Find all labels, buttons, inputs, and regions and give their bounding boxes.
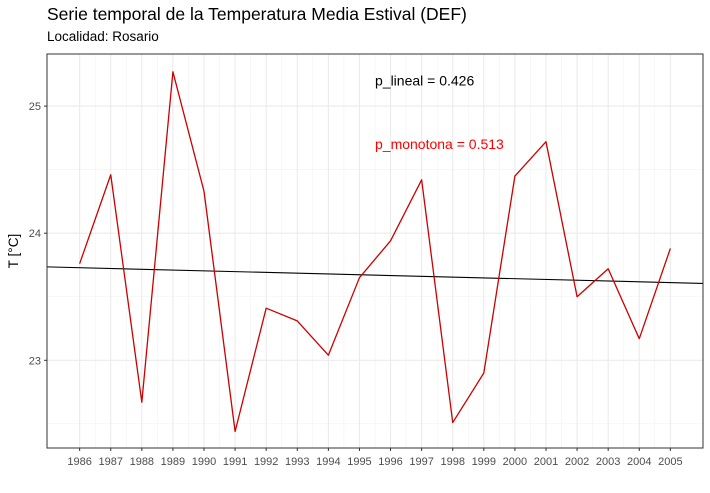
- x-tick-label: 1993: [285, 456, 309, 468]
- y-tick-label: 23: [29, 355, 41, 367]
- x-tick-label: 2004: [627, 456, 651, 468]
- minor-grid: [47, 54, 703, 448]
- x-tick-label: 2002: [565, 456, 589, 468]
- y-tick-label: 24: [29, 228, 41, 240]
- x-tick-label: 1991: [223, 456, 247, 468]
- series-layer: [79, 71, 671, 433]
- trend-line: [46, 266, 704, 284]
- x-tick-label: 1992: [254, 456, 278, 468]
- axis-layer: 23 24 25 1986 1987 1988 1989 1990 1991 1992 1993 19…: [29, 101, 683, 468]
- annotation-label: p_lineal = 0.426: [375, 73, 474, 89]
- x-tick-label: 1996: [378, 456, 402, 468]
- x-tick-label: 2001: [534, 456, 558, 468]
- x-tick-label: 1999: [472, 456, 496, 468]
- chart-title: Serie temporal de la Temperatura Media E…: [47, 4, 467, 24]
- annotation-label: p_monotona = 0.513: [375, 136, 504, 152]
- x-tick-label: 2005: [658, 456, 682, 468]
- x-tick-label: 1987: [98, 456, 122, 468]
- x-tick-label: 2000: [503, 456, 527, 468]
- major-grid: [47, 54, 703, 448]
- x-tick-label: 1994: [316, 456, 340, 468]
- x-tick-label: 2003: [596, 456, 620, 468]
- x-tick-label: 1997: [409, 456, 433, 468]
- x-tick-label: 1990: [192, 456, 216, 468]
- y-tick-label: 25: [29, 101, 41, 113]
- panel-border: [46, 53, 704, 449]
- annotation-layer: p_lineal = 0.426 p_monotona = 0.513: [375, 73, 504, 153]
- chart-subtitle: Localidad: Rosario: [47, 29, 159, 44]
- x-tick-label: 1989: [161, 456, 185, 468]
- y-axis-label: T [°C]: [6, 234, 21, 268]
- trend-layer: [46, 266, 704, 284]
- x-tick-label: 1998: [440, 456, 464, 468]
- x-tick-label: 1995: [347, 456, 371, 468]
- x-tick-label: 1988: [130, 456, 154, 468]
- x-tick-label: 1986: [67, 456, 91, 468]
- temperature-series-line: [79, 71, 671, 433]
